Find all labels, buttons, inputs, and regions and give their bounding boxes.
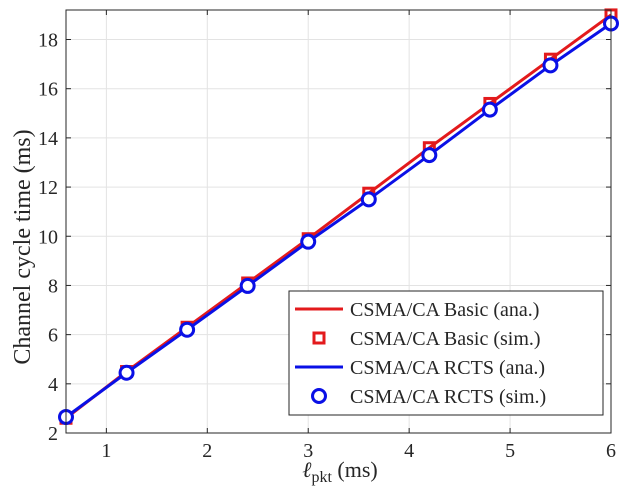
y-tick-label: 12 bbox=[38, 177, 58, 199]
series-line-csma-ca-rcts-ana bbox=[65, 22, 612, 419]
data-point-csma-ca-rcts-sim bbox=[360, 191, 377, 208]
x-axis-label: ℓpkt (ms) bbox=[302, 457, 377, 486]
data-point-csma-ca-rcts-sim bbox=[118, 364, 135, 381]
x-axis-label-unit: (ms) bbox=[332, 457, 378, 482]
x-tick-label: 5 bbox=[505, 440, 515, 462]
x-tick-label: 2 bbox=[202, 440, 212, 462]
y-tick-label: 10 bbox=[38, 226, 58, 248]
y-tick-label: 16 bbox=[38, 79, 58, 101]
x-tick-label: 1 bbox=[101, 440, 111, 462]
data-point-csma-ca-rcts-sim bbox=[300, 233, 317, 250]
data-point-csma-ca-rcts-sim bbox=[239, 277, 256, 294]
data-point-csma-ca-rcts-sim bbox=[179, 321, 196, 338]
x-axis-label-symbol: ℓ bbox=[302, 457, 312, 482]
x-axis-label-subscript: pkt bbox=[311, 469, 332, 486]
legend: CSMA/CA Basic (ana.) CSMA/CA Basic (sim.)… bbox=[288, 290, 604, 416]
x-tick-label: 4 bbox=[404, 440, 414, 462]
y-tick-label: 4 bbox=[48, 374, 58, 396]
data-point-csma-ca-rcts-sim bbox=[542, 57, 559, 74]
legend-label: CSMA/CA RCTS (ana.) bbox=[350, 357, 545, 379]
y-tick-label: 8 bbox=[48, 275, 58, 297]
series-line-csma-ca-basic-ana bbox=[65, 13, 612, 420]
x-tick-label: 3 bbox=[303, 440, 313, 462]
data-point-csma-ca-rcts-sim bbox=[421, 147, 438, 164]
legend-swatch bbox=[311, 388, 327, 404]
data-point-csma-ca-rcts-sim bbox=[481, 101, 498, 118]
y-tick-label: 2 bbox=[48, 423, 58, 445]
legend-swatch bbox=[312, 331, 326, 345]
y-axis-label: Channel cycle time (ms) bbox=[10, 129, 36, 364]
x-tick-label: 6 bbox=[606, 440, 616, 462]
y-tick-label: 18 bbox=[38, 30, 58, 52]
legend-label: CSMA/CA RCTS (sim.) bbox=[350, 386, 546, 408]
y-tick-label: 14 bbox=[38, 128, 58, 150]
legend-label: CSMA/CA Basic (sim.) bbox=[350, 328, 541, 350]
plot-frame bbox=[65, 9, 612, 434]
y-tick-label: 6 bbox=[48, 325, 58, 347]
legend-label: CSMA/CA Basic (ana.) bbox=[350, 299, 539, 321]
legend-box bbox=[288, 290, 604, 416]
